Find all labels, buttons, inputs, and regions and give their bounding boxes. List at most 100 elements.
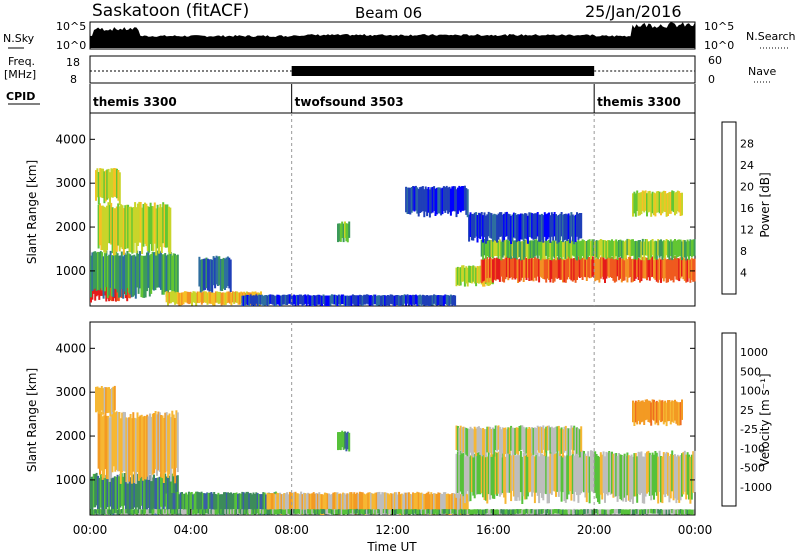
data-cell [419, 509, 422, 515]
data-cell [560, 241, 563, 260]
data-cell [314, 493, 317, 514]
data-cell [169, 207, 172, 254]
data-cell [186, 291, 189, 304]
data-cell [599, 452, 602, 495]
data-cell [274, 494, 277, 515]
data-cell [574, 450, 577, 492]
data-cell [442, 492, 445, 512]
data-cell [679, 257, 682, 279]
data-cell [311, 493, 314, 514]
data-cell [407, 492, 410, 512]
data-cell [185, 492, 188, 512]
data-cell [412, 509, 415, 515]
data-cell [602, 257, 605, 280]
data-cell [103, 415, 106, 478]
data-cell [463, 456, 466, 504]
data-cell [274, 295, 277, 306]
data-cell [470, 213, 473, 241]
data-cell [200, 292, 203, 305]
data-cell [498, 239, 501, 257]
data-cell [632, 239, 634, 256]
beam-title: Beam 06 [355, 4, 422, 22]
data-cell [128, 206, 131, 253]
data-cell [598, 240, 601, 258]
data-cell [615, 509, 618, 514]
data-cell [609, 509, 612, 515]
data-cell [410, 187, 413, 213]
data-cell [218, 256, 221, 286]
y-tick-label: 4000 [55, 341, 86, 355]
data-cell [105, 387, 108, 413]
data-cell [388, 494, 391, 515]
data-cell [693, 450, 696, 493]
data-cell [297, 295, 300, 306]
data-cell [538, 426, 541, 453]
data-cell [640, 509, 643, 514]
data-cell [407, 509, 410, 515]
data-cell [159, 204, 162, 247]
data-cell [245, 294, 248, 305]
colorbar-tick-label: 8 [740, 245, 747, 258]
data-cell [319, 295, 322, 306]
data-cell [567, 428, 570, 456]
data-cell [540, 256, 543, 278]
data-cell [368, 509, 371, 514]
data-cell [583, 509, 585, 514]
data-cell [363, 493, 366, 514]
data-cell [283, 509, 286, 515]
data-cell [113, 476, 116, 513]
data-cell [105, 474, 108, 510]
data-cell [491, 240, 494, 259]
data-cell [539, 426, 542, 452]
data-cell [653, 192, 655, 216]
data-cell [542, 425, 545, 450]
data-cell [123, 509, 126, 514]
data-cell [337, 223, 339, 243]
data-cell [389, 509, 392, 515]
data-cell [458, 427, 461, 455]
data-cell [563, 241, 566, 261]
data-cell [312, 295, 315, 306]
data-cell [219, 291, 222, 304]
data-cell [545, 214, 548, 241]
data-cell [461, 491, 464, 510]
data-cell [475, 267, 478, 287]
data-cell [528, 509, 531, 515]
data-cell [185, 291, 188, 303]
data-cell [504, 212, 507, 237]
data-cell [496, 426, 499, 452]
data-cell [181, 292, 184, 305]
data-cell [343, 493, 346, 514]
data-cell [501, 240, 504, 258]
data-cell [648, 241, 651, 260]
data-cell [510, 240, 513, 259]
data-cell [263, 295, 266, 306]
data-cell [379, 509, 382, 514]
data-cell [381, 295, 384, 306]
data-cell [335, 492, 338, 512]
data-cell [569, 428, 571, 456]
data-cell [510, 509, 513, 515]
data-cell [150, 253, 153, 294]
data-cell [103, 206, 106, 253]
data-cell [111, 412, 114, 473]
data-cell [133, 474, 136, 508]
data-cell [497, 451, 500, 494]
data-cell [463, 493, 466, 514]
data-cell [658, 257, 661, 280]
data-cell [475, 509, 478, 515]
data-cell [154, 509, 157, 514]
data-cell [427, 295, 430, 306]
data-cell [277, 509, 280, 515]
nave-tick-high: 60 [708, 54, 722, 67]
data-cell [525, 427, 528, 454]
data-cell [594, 509, 597, 514]
data-cell [440, 509, 443, 514]
data-cell [644, 239, 647, 256]
data-cell [675, 257, 678, 280]
data-cell [104, 170, 107, 202]
data-cell [584, 509, 587, 514]
data-cell [130, 418, 133, 484]
data-cell [325, 509, 328, 515]
